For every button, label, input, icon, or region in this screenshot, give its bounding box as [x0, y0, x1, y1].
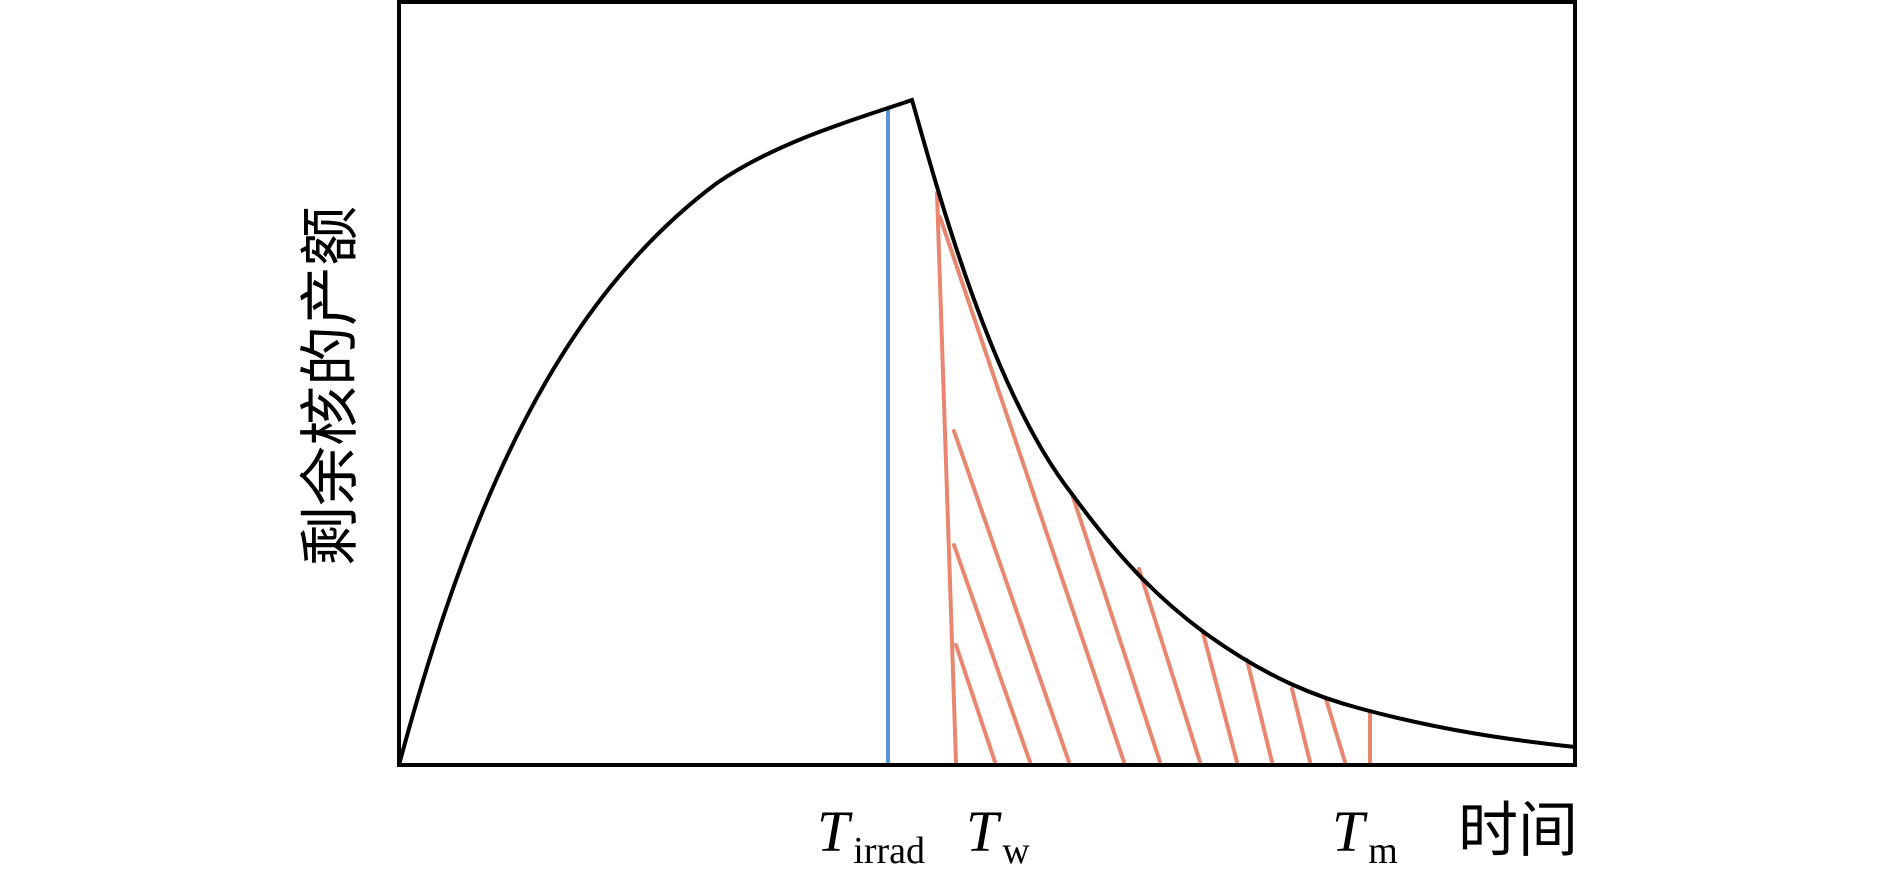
hatch-line [1324, 697, 1347, 764]
marker-symbol: T [817, 799, 853, 864]
hatch-line [1245, 658, 1274, 764]
hatch-line [952, 543, 1032, 764]
marker-symbol: T [966, 799, 1002, 864]
hatched-region [935, 191, 1372, 764]
marker-subscript: w [1002, 830, 1030, 872]
hatch-line [1070, 492, 1162, 764]
hatch-line [1201, 631, 1239, 764]
hatch-line [935, 191, 958, 764]
hatch-line [1290, 687, 1312, 764]
plot-frame [397, 0, 1577, 767]
hatch-line [1137, 567, 1202, 764]
marker-symbol: T [1332, 799, 1368, 864]
hatch-line [954, 643, 997, 764]
yield-curve [397, 97, 1576, 766]
marker-subscript: irrad [853, 830, 925, 872]
hatch-line [952, 429, 1071, 764]
marker-subscript: m [1368, 830, 1398, 872]
y-axis-label: 剩余核的产额 [298, 206, 364, 566]
x-axis-label: 时间 [1458, 798, 1578, 864]
hatch-line [938, 215, 1126, 764]
